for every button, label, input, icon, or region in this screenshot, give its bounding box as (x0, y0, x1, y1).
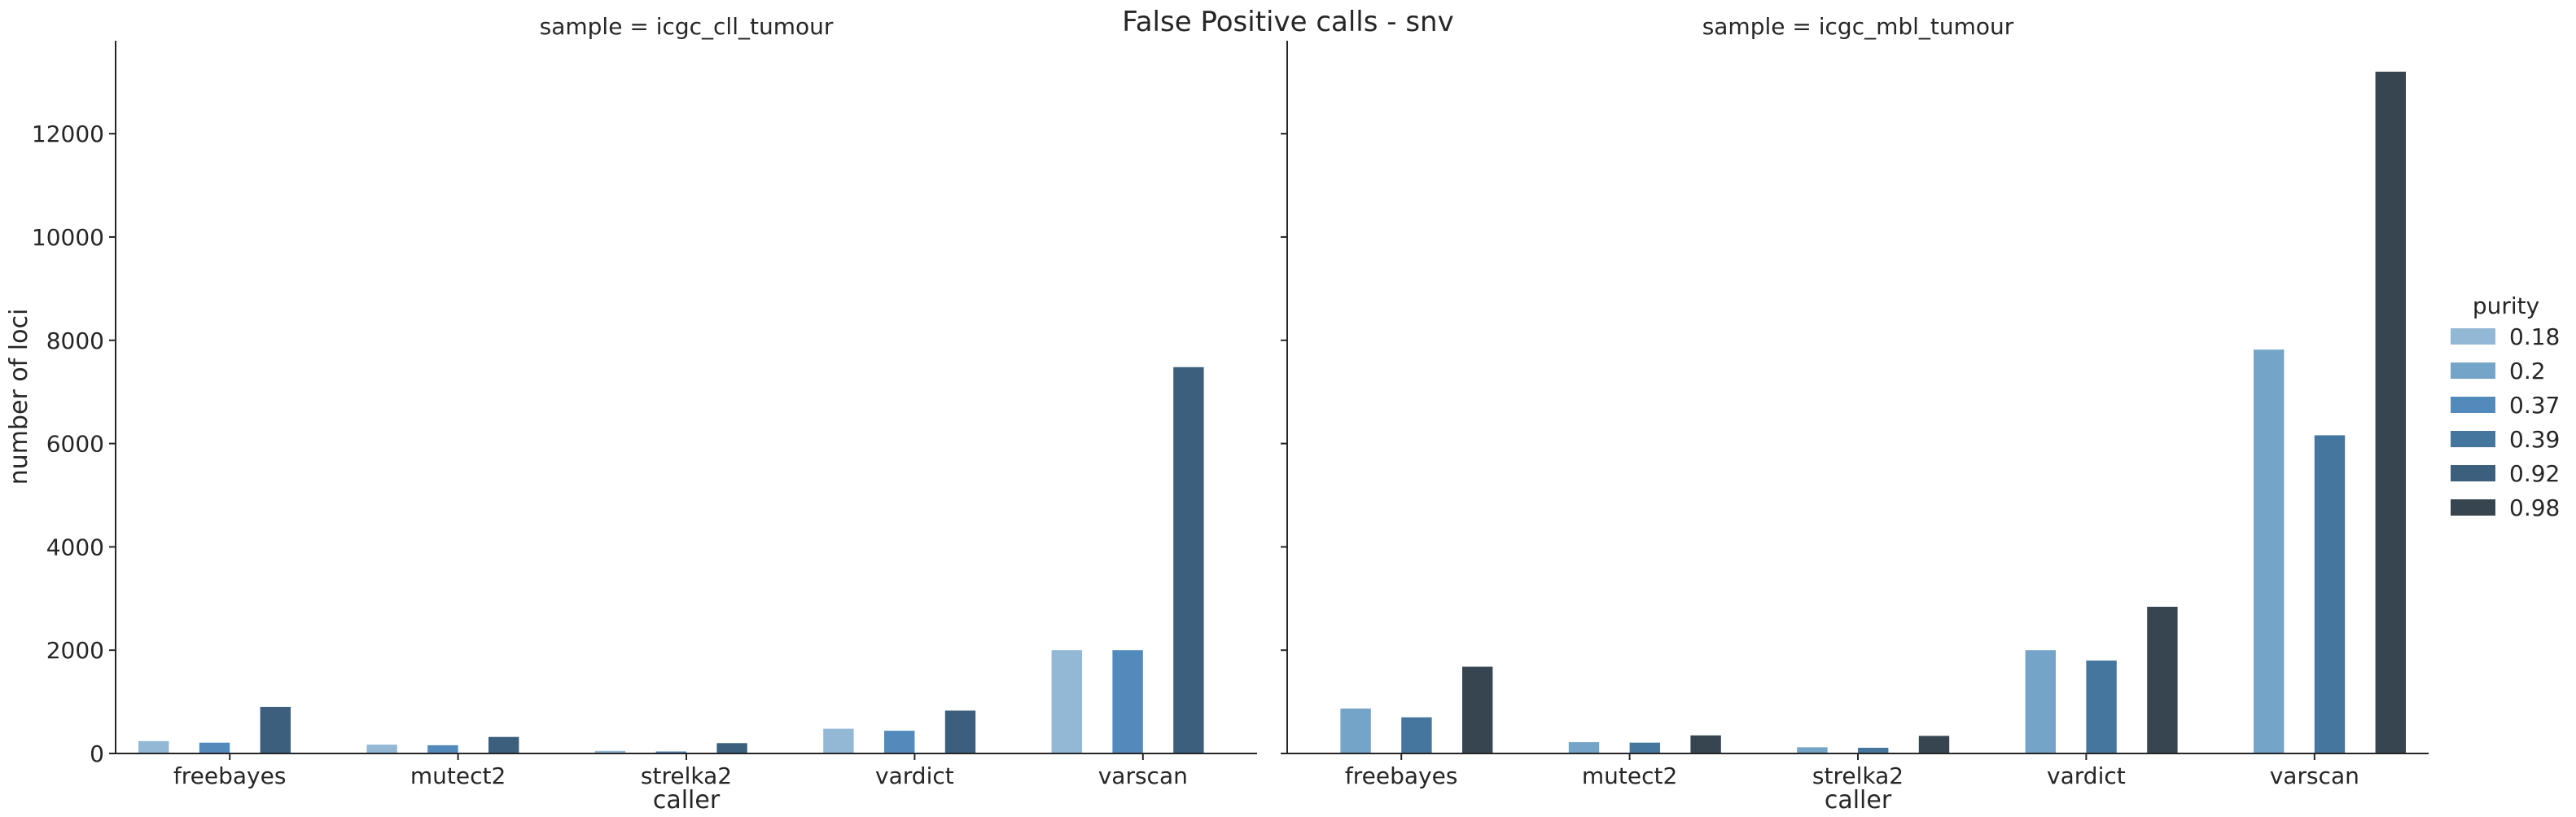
bar-mutect2-0_39 (1629, 742, 1660, 753)
bar-vardict-0_92 (944, 710, 976, 753)
legend-swatch (2451, 499, 2495, 516)
y-tick-label: 10000 (32, 224, 104, 251)
y-tick-label: 6000 (46, 431, 104, 458)
legend-label: 0.37 (2509, 392, 2560, 419)
bar-strelka2-0_39 (1858, 748, 1889, 753)
bar-vardict-0_39 (2086, 660, 2117, 753)
bar-freebayes-0_18 (138, 740, 169, 753)
bar-freebayes-0_92 (260, 706, 291, 753)
bar-strelka2-0_37 (655, 751, 686, 753)
legend-label: 0.2 (2509, 358, 2546, 384)
bar-varscan-0_39 (2314, 435, 2346, 753)
x-axis-label-right: caller (1825, 786, 1892, 815)
y-ticks-right (1281, 133, 1287, 754)
bar-strelka2-0_18 (594, 750, 626, 753)
bar-freebayes-0_37 (199, 742, 230, 753)
bar-strelka2-0_92 (716, 743, 747, 753)
legend-title: purity (2473, 292, 2539, 319)
x-tick-label: mutect2 (410, 762, 506, 789)
facet-title-left: sample = icgc_cll_tumour (540, 13, 834, 40)
bar-varscan-0_37 (1112, 650, 1143, 753)
bars-left (138, 367, 1204, 753)
y-ticks-left: 0 2000 4000 6000 8000 10000 12000 (32, 121, 116, 767)
bar-mutect2-0_98 (1690, 735, 1721, 753)
y-tick-label: 2000 (46, 637, 104, 664)
x-tick-label: freebayes (1345, 762, 1458, 789)
bar-mutect2-0_37 (427, 745, 458, 753)
x-ticks-left: freebayes mutect2 strelka2 vardict varscan (173, 753, 1188, 789)
x-tick-label: mutect2 (1582, 762, 1677, 789)
y-tick-label: 0 (90, 740, 104, 767)
legend-label: 0.18 (2509, 323, 2560, 350)
facet-title-right: sample = icgc_mbl_tumour (1702, 13, 2014, 40)
legend-label: 0.92 (2509, 460, 2560, 487)
bar-freebayes-0_2 (1340, 708, 1371, 753)
legend-swatch (2451, 465, 2495, 481)
x-tick-label: vardict (2047, 762, 2126, 789)
x-axis-label-left: caller (653, 786, 721, 815)
bar-varscan-0_98 (2375, 72, 2406, 753)
x-tick-label: vardict (875, 762, 954, 789)
bar-mutect2-0_92 (488, 736, 519, 753)
bar-varscan-0_92 (1173, 367, 1204, 753)
y-axis-label: number of loci (5, 309, 33, 485)
bar-vardict-0_2 (2025, 650, 2056, 753)
bar-freebayes-0_98 (1462, 666, 1493, 753)
x-tick-label: strelka2 (1812, 762, 1904, 789)
legend-label: 0.39 (2509, 426, 2560, 453)
x-tick-label: strelka2 (641, 762, 732, 789)
bar-strelka2-0_2 (1797, 747, 1828, 753)
facet-right: sample = icgc_mbl_tumour freebayes mutect… (1281, 13, 2429, 815)
y-tick-label: 4000 (46, 534, 104, 560)
legend-swatch (2451, 397, 2495, 413)
y-tick-label: 12000 (32, 121, 104, 147)
bar-strelka2-0_98 (1918, 736, 1950, 753)
bar-vardict-0_98 (2147, 606, 2178, 753)
legend-swatch (2451, 328, 2495, 345)
bar-vardict-0_37 (884, 731, 915, 753)
facet-left: sample = icgc_cll_tumour freebayes mutect… (32, 13, 1257, 815)
x-ticks-right: freebayes mutect2 strelka2 vardict varscan (1345, 753, 2359, 789)
bar-vardict-0_18 (823, 728, 854, 753)
bars-right (1340, 72, 2406, 753)
bar-varscan-0_18 (1051, 650, 1082, 753)
bar-varscan-0_2 (2254, 349, 2285, 753)
y-tick-label: 8000 (46, 327, 104, 354)
bar-mutect2-0_2 (1568, 742, 1600, 753)
bar-mutect2-0_18 (366, 745, 397, 753)
chart-title: False Positive calls - snv (1122, 6, 1453, 38)
legend-swatch (2451, 431, 2495, 447)
legend: purity 0.18 0.2 0.37 0.39 0.92 0.98 (2451, 292, 2560, 521)
x-tick-label: varscan (1098, 762, 1188, 789)
legend-label: 0.98 (2509, 494, 2560, 521)
legend-swatch (2451, 362, 2495, 379)
bar-freebayes-0_39 (1401, 717, 1432, 753)
x-tick-label: freebayes (173, 762, 287, 789)
x-tick-label: varscan (2270, 762, 2359, 789)
